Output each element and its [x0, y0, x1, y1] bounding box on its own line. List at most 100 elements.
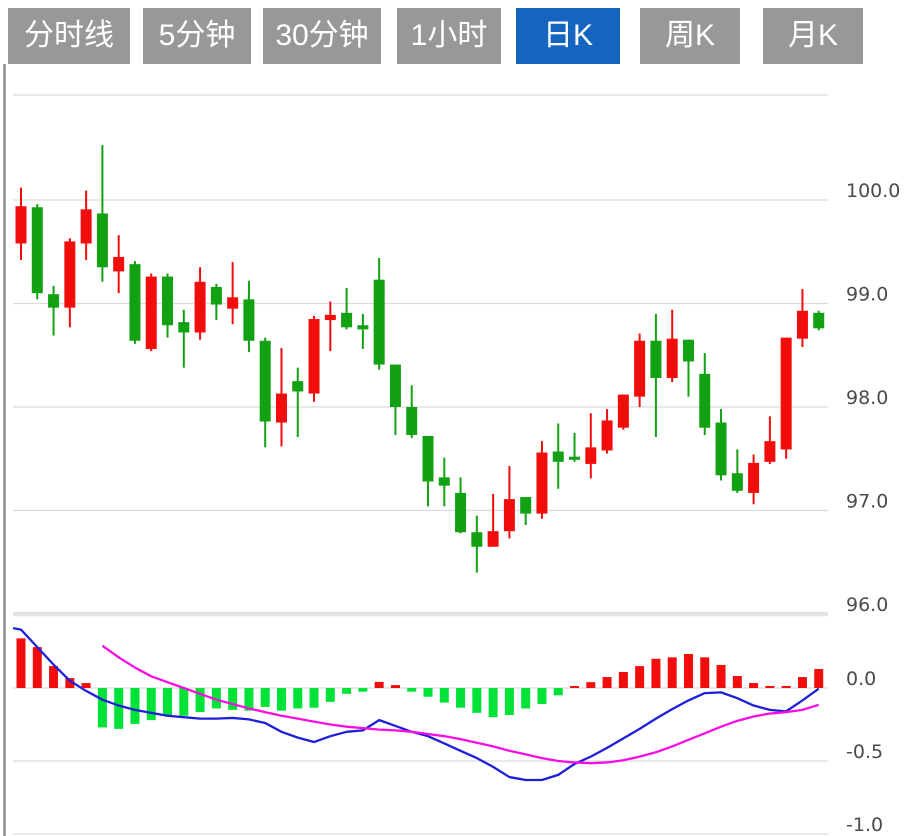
candle: [503, 465, 515, 539]
candle-body: [715, 422, 727, 476]
tab-timeline[interactable]: 分时线: [8, 8, 130, 64]
macd-histogram-bar: [781, 685, 791, 688]
macd-histogram-bar: [749, 683, 759, 688]
macd-histogram-bar: [635, 666, 645, 688]
macd-histogram-bar: [488, 688, 498, 718]
candle-body: [113, 256, 125, 272]
macd-histogram-bar: [504, 688, 514, 716]
candle: [585, 413, 597, 479]
candle: [31, 204, 43, 300]
candle: [292, 367, 304, 438]
candle-body: [813, 312, 825, 329]
y-axis-label: 96.0: [846, 594, 888, 616]
candle: [552, 423, 564, 489]
macd-histogram-bar: [472, 688, 482, 713]
tab-weekly-k[interactable]: 周K: [640, 8, 740, 64]
candle-body: [275, 393, 287, 423]
macd-histogram-bar: [814, 669, 824, 688]
candle-body: [357, 325, 369, 330]
candle-body: [389, 364, 401, 407]
candle-body: [308, 319, 320, 394]
candle-body: [292, 381, 304, 392]
candle-body: [129, 264, 141, 341]
candle: [178, 309, 190, 368]
candle-body: [569, 456, 581, 460]
macd-histogram-bar: [49, 666, 59, 688]
candle-body: [666, 338, 678, 379]
macd-histogram-bar: [586, 682, 596, 688]
candle-body: [80, 209, 92, 244]
candle-body: [259, 340, 271, 422]
macd-histogram-bar: [211, 688, 221, 709]
macd-histogram-bar: [358, 688, 368, 692]
candle-body: [31, 207, 43, 294]
macd-histogram-bar: [570, 686, 580, 688]
candle: [243, 280, 255, 353]
tab-5min[interactable]: 5分钟: [143, 8, 251, 64]
macd-histogram-bar: [700, 657, 710, 688]
candle: [471, 515, 483, 573]
candle-body: [145, 276, 157, 350]
candle-body: [96, 213, 108, 268]
y-axis-labels: 100.0 99.0 98.0 97.0 96.0 0.0 -0.5 -1.0: [846, 180, 900, 836]
candle: [145, 273, 157, 352]
candle-body: [748, 462, 760, 493]
macd-histogram-bar: [732, 676, 742, 688]
candle: [113, 235, 125, 294]
macd-histogram: [16, 638, 824, 729]
macd-histogram-bar: [553, 688, 563, 696]
candle-body: [731, 473, 743, 491]
candle: [634, 333, 646, 407]
macd-histogram-bar: [163, 688, 173, 716]
candle-body: [243, 299, 255, 341]
candle-body: [455, 492, 467, 533]
tab-30min[interactable]: 30分钟: [263, 8, 381, 64]
candle: [275, 348, 287, 447]
candle: [194, 267, 206, 340]
candle: [650, 313, 662, 438]
macd-histogram-bar: [521, 688, 531, 709]
macd-histogram-bar: [146, 688, 156, 721]
candle-body: [422, 435, 434, 482]
candle: [80, 190, 92, 261]
candle-body: [780, 337, 792, 450]
candle-body: [601, 420, 613, 451]
candle: [438, 457, 450, 507]
candle-body: [682, 339, 694, 362]
tab-daily-k[interactable]: 日K: [516, 8, 620, 64]
candle-body: [471, 532, 483, 547]
macd-histogram-bar: [32, 647, 42, 688]
candle: [699, 353, 711, 435]
macd-histogram-bar: [16, 638, 26, 688]
candle: [455, 477, 467, 534]
y-axis-label: 100.0: [846, 180, 900, 202]
candle-body: [210, 286, 222, 305]
y-axis-label: 99.0: [846, 284, 888, 306]
macd-histogram-bar: [325, 688, 335, 702]
candle: [780, 337, 792, 459]
candle: [764, 416, 776, 464]
candle: [748, 454, 760, 505]
macd-histogram-bar: [81, 683, 91, 688]
candle: [324, 301, 336, 352]
tab-monthly-k[interactable]: 月K: [763, 8, 863, 64]
candle-body: [162, 276, 174, 326]
macd-histogram-bar: [618, 671, 628, 688]
candle: [259, 337, 271, 448]
candle: [617, 394, 629, 430]
macd-histogram-bar: [423, 688, 433, 697]
y-axis-label: 97.0: [846, 491, 888, 513]
candle: [341, 287, 353, 330]
macd-histogram-bar: [195, 688, 205, 713]
candle-body: [699, 373, 711, 428]
candle-body: [585, 447, 597, 464]
candle: [682, 339, 694, 397]
macd-histogram-bar: [97, 688, 107, 728]
candle: [406, 385, 418, 439]
macd-histogram-bar: [456, 688, 466, 708]
candle-body: [764, 441, 776, 462]
candle: [129, 261, 141, 344]
candle: [487, 493, 499, 547]
candle-body: [324, 314, 336, 321]
tab-1hour[interactable]: 1小时: [397, 8, 501, 64]
